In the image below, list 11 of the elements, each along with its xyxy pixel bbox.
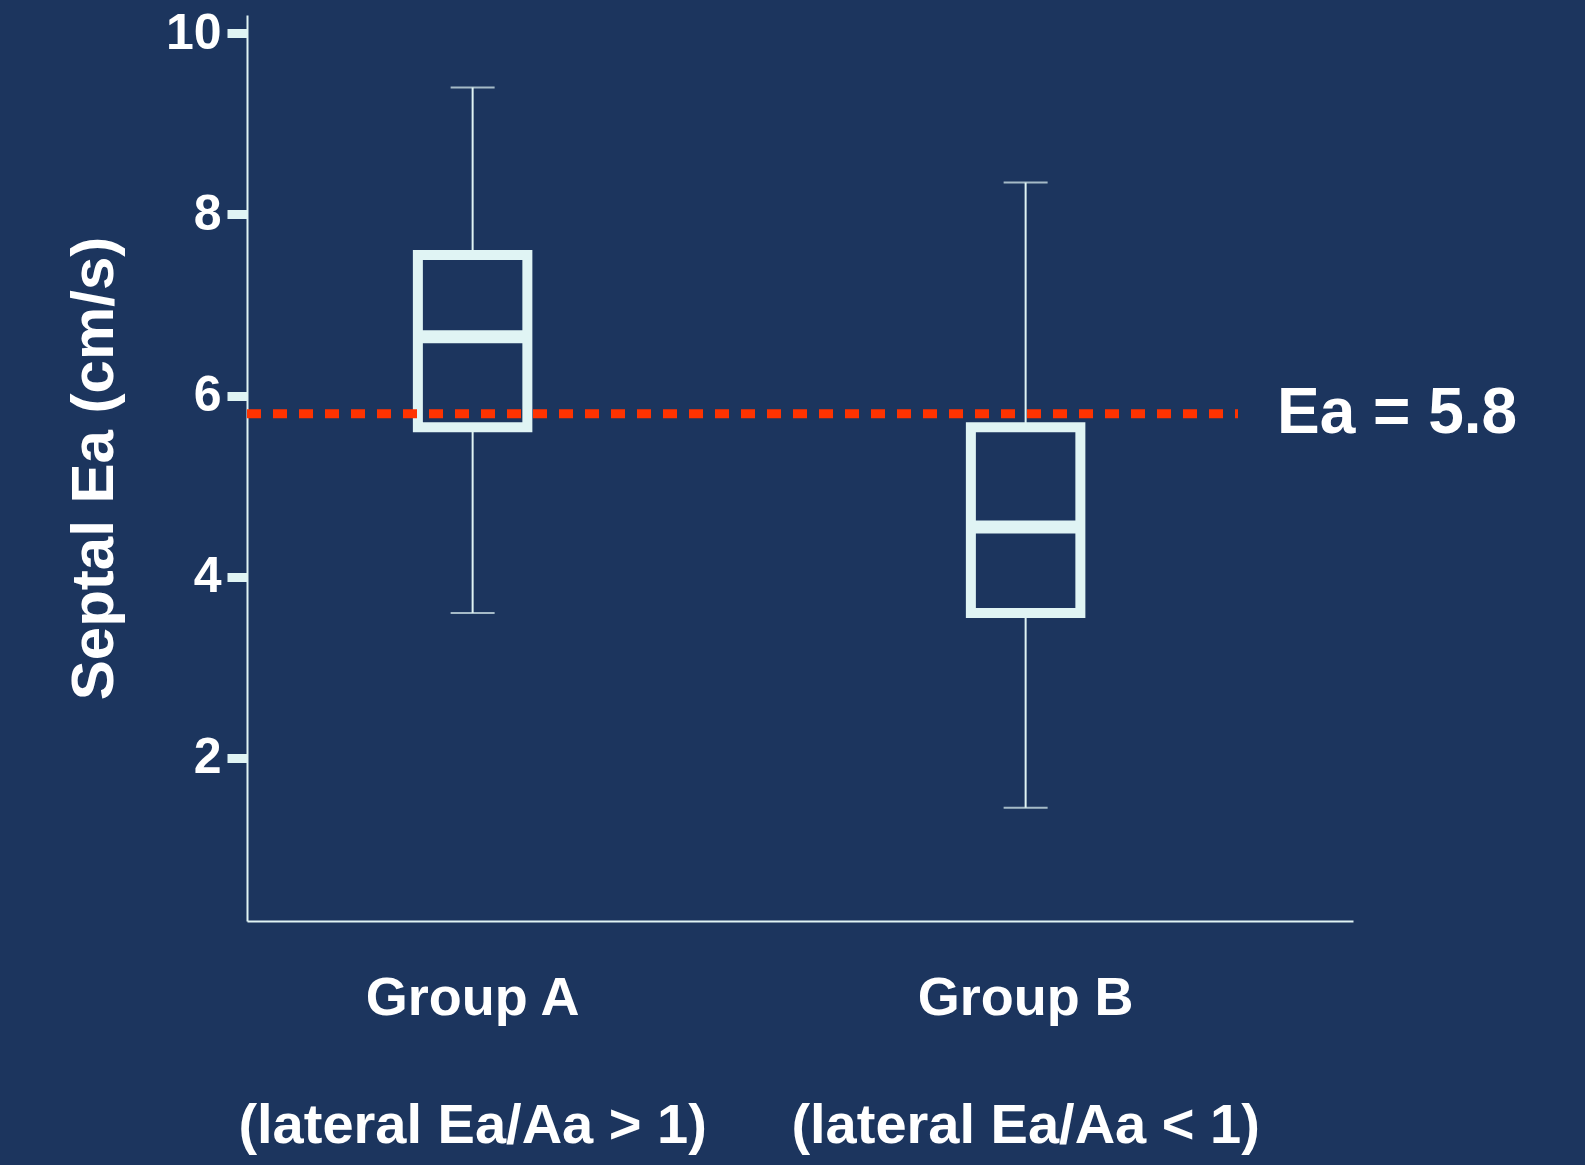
y-tick-label: 10 (165, 3, 222, 60)
ref-line-label: Ea = 5.8 (1277, 374, 1518, 447)
y-tick-label: 8 (193, 184, 222, 241)
y-axis-title: Septal Ea (cm/s) (58, 236, 126, 701)
x-tick-label: Group B (917, 965, 1134, 1026)
text: (lateral Ea/Aa > 1) (238, 1092, 707, 1155)
y-tick-label: 2 (193, 728, 222, 785)
x-tick-label: Group A (365, 965, 580, 1026)
y-tick-label: 4 (193, 547, 222, 604)
y-tick-label: 6 (193, 366, 222, 423)
text: (lateral Ea/Aa < 1) (791, 1092, 1260, 1155)
